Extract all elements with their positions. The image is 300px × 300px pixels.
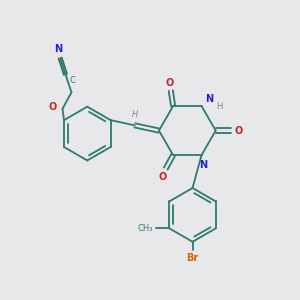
Text: O: O bbox=[165, 77, 173, 88]
Text: CH₃: CH₃ bbox=[138, 224, 154, 233]
Text: N: N bbox=[199, 160, 207, 170]
Text: O: O bbox=[49, 102, 57, 112]
Text: H: H bbox=[216, 101, 222, 110]
Text: C: C bbox=[70, 76, 76, 85]
Text: N: N bbox=[55, 44, 63, 54]
Text: H: H bbox=[132, 110, 138, 119]
Text: O: O bbox=[235, 126, 243, 136]
Text: O: O bbox=[159, 172, 167, 182]
Text: Br: Br bbox=[186, 253, 199, 263]
Text: N: N bbox=[205, 94, 213, 103]
